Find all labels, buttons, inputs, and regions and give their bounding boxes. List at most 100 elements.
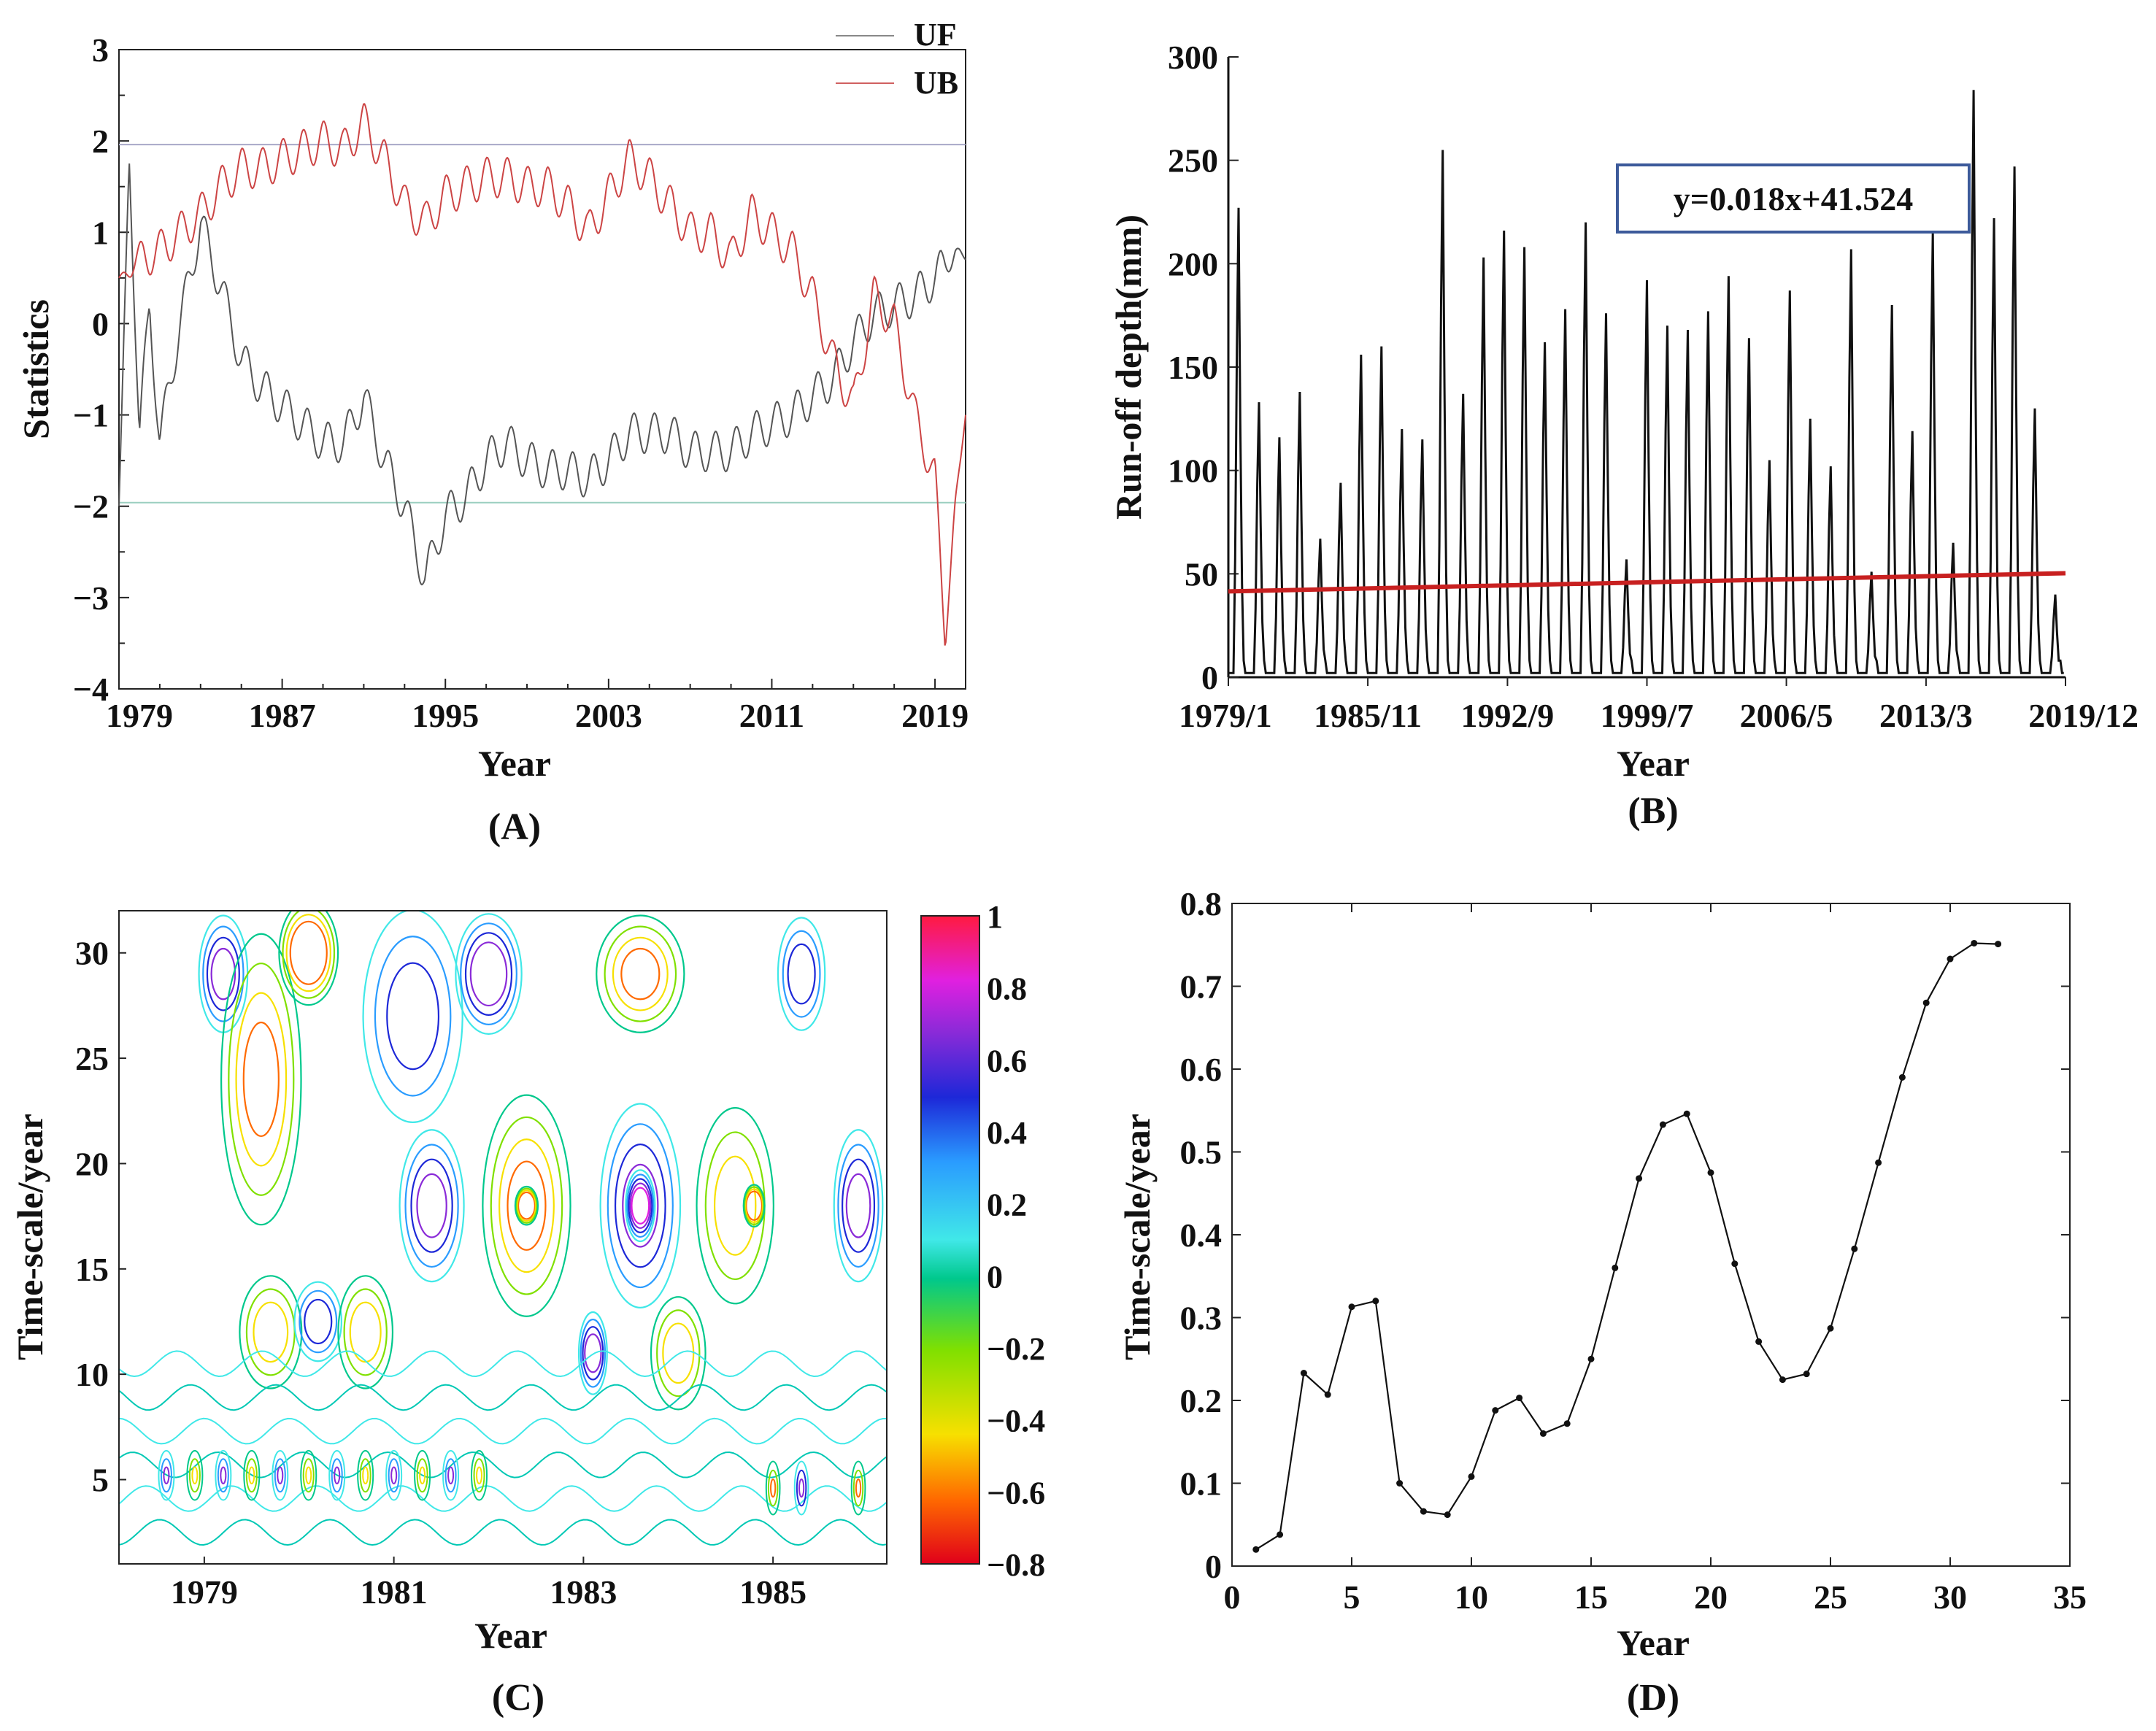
panel-a-threshold-lines xyxy=(119,144,966,504)
c-contour-ring xyxy=(628,1178,653,1233)
panel-c-ylabel: Time-scale/year xyxy=(9,1114,50,1360)
c-oscillation-ring xyxy=(855,1478,862,1498)
b-trend-line xyxy=(1228,571,2066,594)
d-data-point xyxy=(1468,1473,1475,1480)
c-contour-ring xyxy=(460,922,517,1026)
panel-c-ticks xyxy=(119,952,774,1564)
c-ytick-label: 10 xyxy=(75,1356,109,1393)
c-contour-ring xyxy=(469,941,508,1007)
c-contour-ring xyxy=(631,1187,650,1225)
c-contour-ring xyxy=(404,1144,459,1268)
c-ytick-label: 5 xyxy=(92,1462,109,1499)
d-data-point xyxy=(1995,941,2002,948)
c-contour-ring xyxy=(515,1187,538,1224)
d-ytick-label: 0.1 xyxy=(1180,1465,1223,1503)
a-ytick-label: −2 xyxy=(73,488,109,525)
c-xtick-label: 1983 xyxy=(550,1573,617,1611)
d-xtick-label: 25 xyxy=(1814,1578,1847,1616)
c-contour-ring xyxy=(490,1116,563,1295)
a-ytick-label: 2 xyxy=(92,123,109,160)
c-contour-ring xyxy=(206,936,240,1011)
d-data-point xyxy=(1300,1370,1307,1377)
c-contour-ring xyxy=(662,1322,695,1384)
b-ytick-label: 250 xyxy=(1168,142,1218,180)
d-data-point xyxy=(1348,1303,1355,1311)
c-contour-ring xyxy=(833,1129,884,1283)
c-contour-line xyxy=(119,1519,887,1546)
c-contour-ring xyxy=(516,1190,537,1222)
colorbar xyxy=(920,915,980,1565)
c-contour-ring xyxy=(455,913,523,1035)
trend-equation-box xyxy=(1616,163,1971,234)
c-oscillation-ring xyxy=(390,1466,398,1485)
c-oscillation-ring xyxy=(328,1449,346,1501)
d-data-point xyxy=(1731,1260,1739,1268)
c-contour-ring xyxy=(743,1186,765,1225)
c-contour-ring xyxy=(202,925,245,1022)
c-contour-ring xyxy=(507,1160,547,1251)
c-contour-ring xyxy=(235,992,288,1167)
d-data-point xyxy=(1779,1376,1786,1384)
panel-a-label: (A) xyxy=(488,806,541,848)
b-ytick-label: 200 xyxy=(1168,245,1218,282)
a-ytick-label: −4 xyxy=(73,671,109,708)
c-ytick-label: 25 xyxy=(75,1040,109,1077)
c-contour-ring xyxy=(620,947,661,1001)
c-oscillation-ring xyxy=(245,1458,258,1493)
b-ytick-label: 300 xyxy=(1168,39,1218,76)
panel-d-label: (D) xyxy=(1627,1677,1679,1719)
c-contour-ring xyxy=(517,1191,536,1220)
a-series-ub xyxy=(118,103,966,646)
c-oscillation-ring xyxy=(852,1469,864,1507)
c-contour-ring xyxy=(337,1275,394,1389)
a-ytick-label: −1 xyxy=(73,397,109,434)
colorbar-tick-label: −0.2 xyxy=(987,1331,1045,1367)
b-ytick-label: 50 xyxy=(1185,555,1218,593)
d-data-point xyxy=(1707,1169,1714,1176)
c-contour-ring xyxy=(777,917,826,1031)
a-xtick-label: 1979 xyxy=(106,697,173,734)
c-oscillation-ring xyxy=(302,1458,315,1493)
c-contour-ring xyxy=(374,936,452,1097)
c-contour-ring xyxy=(614,1144,666,1268)
b-ytick-label: 0 xyxy=(1201,659,1218,696)
d-ytick-label: 0.6 xyxy=(1180,1051,1223,1088)
c-oscillation-ring xyxy=(186,1449,204,1501)
c-oscillation-ring xyxy=(334,1466,341,1485)
d-variance-line xyxy=(1255,942,1998,1551)
a-xtick-label: 1995 xyxy=(412,697,479,734)
d-xtick-label: 20 xyxy=(1694,1578,1728,1616)
c-contour-ring xyxy=(625,1169,656,1243)
c-oscillation-ring xyxy=(444,1458,457,1493)
c-oscillation-ring xyxy=(767,1469,779,1507)
c-ytick-label: 20 xyxy=(75,1145,109,1182)
c-contour-line xyxy=(119,1417,887,1445)
panel-c: 30 25 20 15 10 5 1979 1981 1983 1985 1 0.8 0.6 0.4 0.… xyxy=(9,899,1045,1719)
panel-d-tick-labels: 0.8 0.7 0.6 0.5 0.4 0.3 0.2 0.1 00 5 10 15 20 25 30 35 xyxy=(1180,885,2087,1616)
d-xtick-label: 35 xyxy=(2053,1578,2087,1616)
c-oscillation-ring xyxy=(770,1478,777,1498)
a-xtick-label: 2011 xyxy=(739,697,804,734)
c-contour-ring xyxy=(293,1281,342,1362)
c-contour-ring xyxy=(656,1309,701,1397)
c-contour-ring xyxy=(650,1296,707,1411)
c-oscillation-ring xyxy=(362,1466,369,1485)
d-data-point xyxy=(1851,1245,1858,1252)
a-ytick-label: 0 xyxy=(92,305,109,342)
d-data-point xyxy=(1898,1073,1906,1081)
c-contour-ring xyxy=(582,1326,604,1381)
c-contour-ring xyxy=(626,1173,655,1238)
b-xtick-label: 2019/12 xyxy=(2028,697,2138,734)
legend-uf-label: UF xyxy=(914,17,957,53)
c-contour-ring xyxy=(584,1333,602,1373)
c-oscillation-ring xyxy=(471,1449,488,1501)
c-contour-ring xyxy=(622,1163,659,1248)
c-oscillation-ring xyxy=(388,1458,400,1493)
c-contour-ring xyxy=(577,1311,608,1395)
panel-b-label: (B) xyxy=(1628,790,1678,832)
c-oscillation-ring xyxy=(331,1458,343,1493)
c-contour-ring xyxy=(285,914,331,992)
